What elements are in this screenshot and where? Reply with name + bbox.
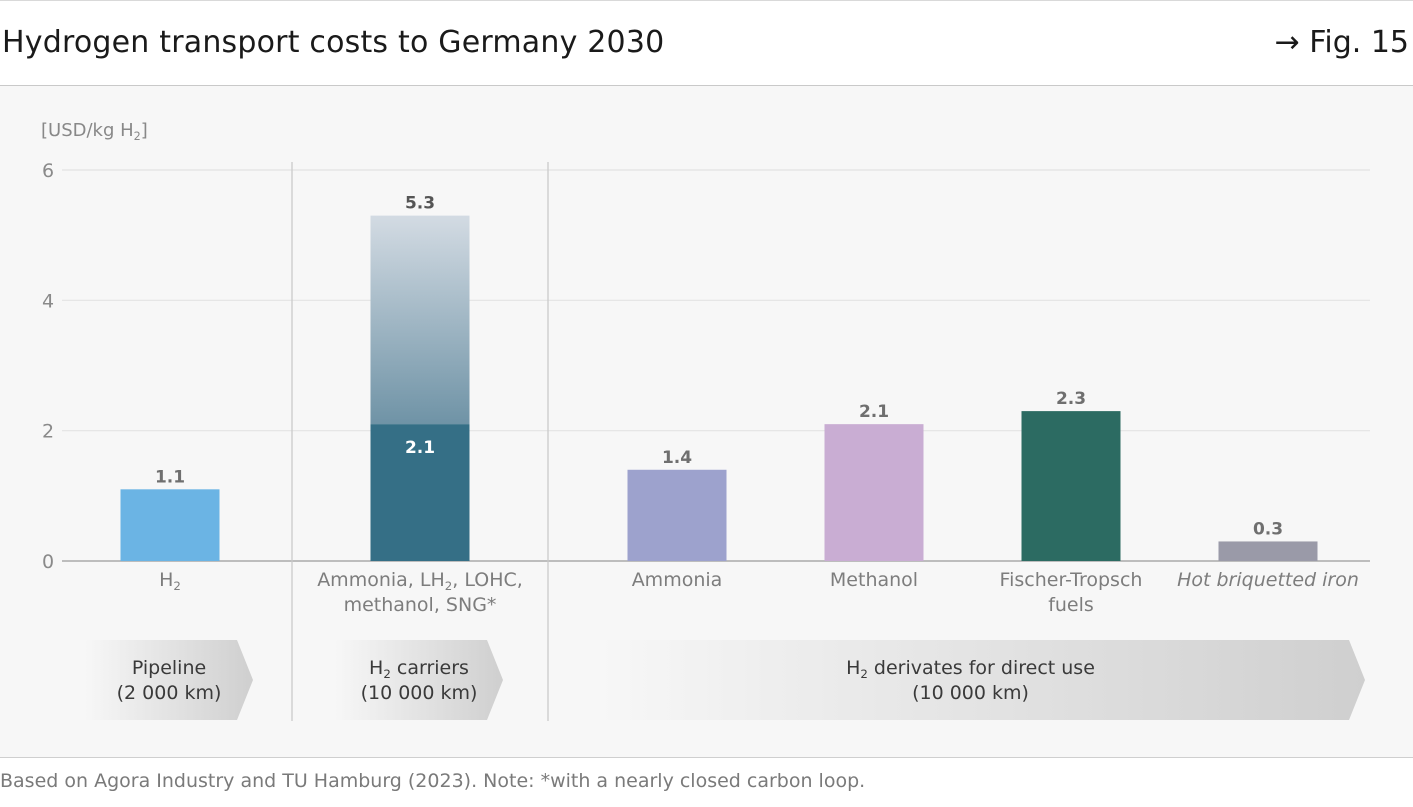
- category-label: methanol, SNG*: [344, 594, 497, 616]
- bar-value-label: 1.4: [662, 448, 692, 468]
- group-label: (10 000 km): [912, 682, 1029, 704]
- category-label: H2​: [159, 569, 181, 593]
- category-label: Hot briquetted iron: [1177, 569, 1359, 591]
- bar-value-label: 0.3: [1253, 519, 1283, 539]
- bar: [824, 424, 924, 561]
- bar-range: [370, 215, 470, 425]
- bar-value-label: 1.1: [155, 467, 185, 487]
- y-tick-label: 4: [42, 290, 54, 312]
- y-axis-label: [USD/kg H2​]: [41, 120, 148, 143]
- y-tick-label: 6: [42, 160, 54, 182]
- group-arrow: [335, 640, 503, 720]
- group-label: Pipeline: [132, 657, 206, 679]
- category-label: Ammonia: [632, 569, 723, 591]
- bar: [120, 489, 220, 561]
- bar: [1218, 541, 1318, 561]
- y-tick-label: 2: [42, 421, 54, 443]
- bar-value-label: 2.1: [859, 402, 889, 422]
- source-note: Based on Agora Industry and TU Hamburg (…: [0, 770, 866, 792]
- figure-header: Hydrogen transport costs to Germany 2030…: [0, 1, 1413, 86]
- bar: [370, 424, 470, 561]
- category-label: Fischer-Tropsch: [1000, 569, 1143, 591]
- category-label: Ammonia, LH2​, LOHC,: [317, 569, 523, 593]
- bar-chart: [USD/kg H2​] 0 2 4 6 1.1 H2​ 5.3 2.1 Ammonia, LH…: [41, 120, 1370, 721]
- page-title: Hydrogen transport costs to Germany 2030: [2, 25, 665, 60]
- category-label: fuels: [1048, 594, 1094, 616]
- bar: [1021, 411, 1121, 561]
- bar-value-label: 2.3: [1056, 389, 1086, 409]
- y-tick-label: 0: [42, 551, 54, 573]
- bar: [627, 469, 727, 561]
- group-label: (2 000 km): [117, 682, 222, 704]
- bar-upper-label: 5.3: [405, 194, 435, 214]
- top-rule: [0, 0, 1413, 1]
- bar-value-label: 2.1: [405, 438, 435, 458]
- category-label: Methanol: [830, 569, 918, 591]
- group-label: (10 000 km): [361, 682, 478, 704]
- figure-reference: → Fig. 15: [1274, 25, 1409, 60]
- group-arrow: [85, 640, 253, 720]
- chart-panel: [USD/kg H2​] 0 2 4 6 1.1 H2​ 5.3 2.1 Ammonia, LH…: [0, 86, 1413, 758]
- group-arrow: [600, 640, 1365, 720]
- group-label: H2​ derivates for direct use: [846, 657, 1095, 681]
